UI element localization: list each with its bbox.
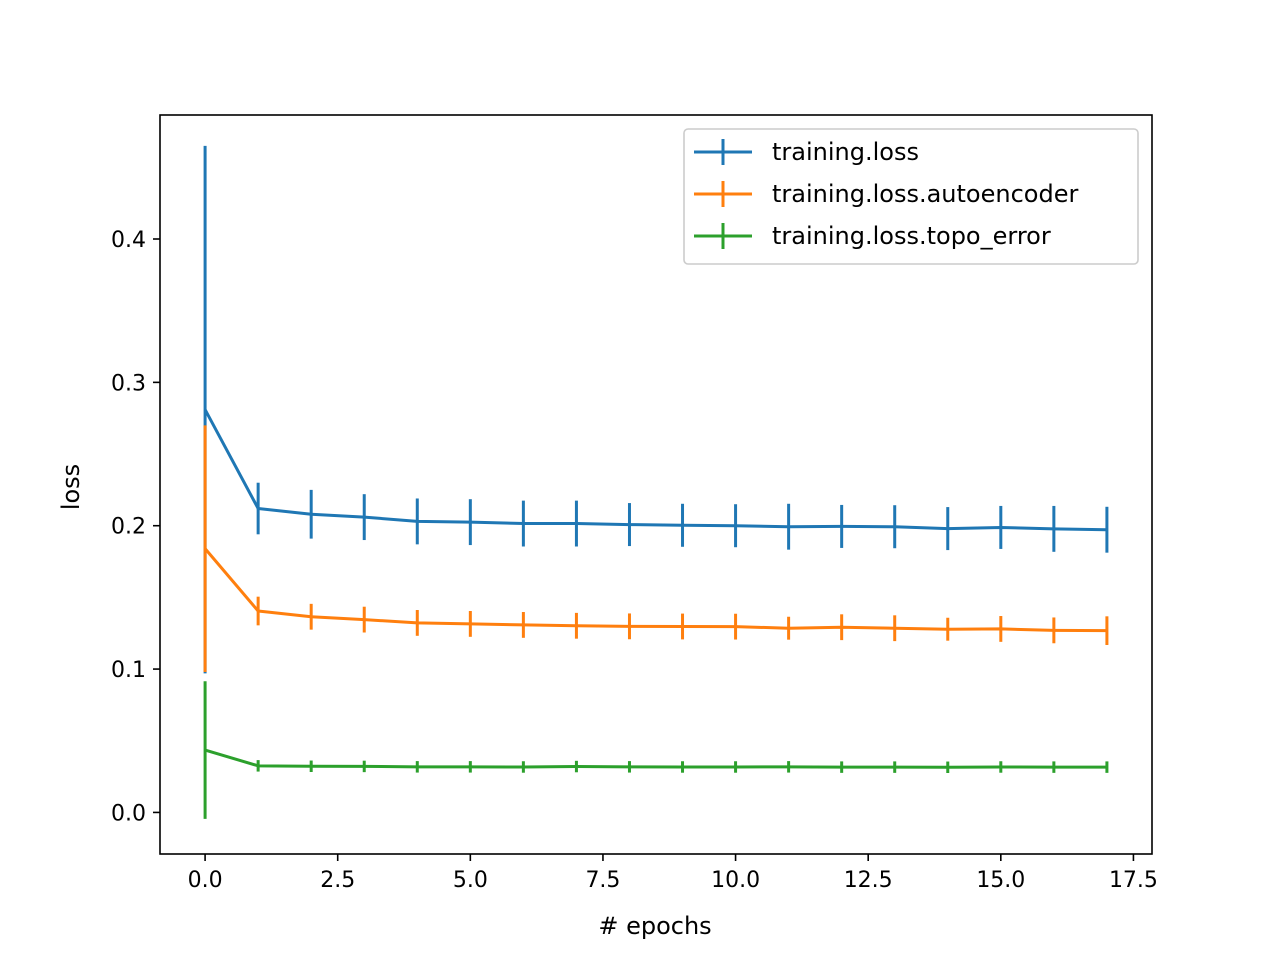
x-tick-label: 7.5 — [585, 868, 620, 893]
x-axis-label: # epochs — [598, 912, 711, 940]
x-tick-label: 2.5 — [320, 868, 355, 893]
y-tick-label: 0.4 — [111, 228, 146, 253]
y-tick-label: 0.0 — [111, 801, 146, 826]
x-tick-label: 5.0 — [453, 868, 488, 893]
y-tick-label: 0.2 — [111, 515, 146, 540]
legend-label: training.loss.topo_error — [772, 222, 1051, 250]
x-tick-label: 17.5 — [1109, 868, 1158, 893]
y-tick-label: 0.1 — [111, 658, 146, 683]
y-axis-label: loss — [57, 464, 85, 510]
x-tick-label: 0.0 — [188, 868, 223, 893]
x-tick-label: 12.5 — [844, 868, 893, 893]
y-tick-label: 0.3 — [111, 371, 146, 396]
legend: training.loss training.loss.autoencoder tr… — [684, 129, 1138, 264]
x-tick-label: 15.0 — [976, 868, 1025, 893]
legend-label: training.loss.autoencoder — [772, 180, 1078, 208]
x-tick-label: 10.0 — [711, 868, 760, 893]
legend-label: training.loss — [772, 138, 919, 166]
